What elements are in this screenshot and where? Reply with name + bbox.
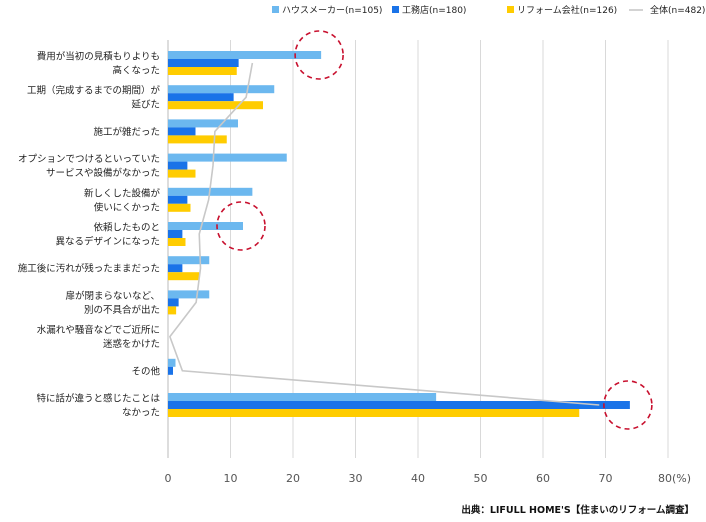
bar-s0-c2: [168, 119, 238, 128]
bar-s1-c6: [168, 264, 183, 273]
tick-label-80: 80(%): [658, 472, 691, 485]
bar-s1-c4: [168, 195, 188, 204]
legend-label-2: リフォーム会社(n=126): [517, 4, 617, 16]
bar-s2-c10: [168, 409, 580, 417]
overall-line-path: [168, 62, 600, 406]
bar-s0-c7: [168, 290, 210, 299]
bar-s2-c3: [168, 169, 196, 178]
bar-s1-c0: [168, 59, 239, 67]
bar-s0-c3: [168, 153, 287, 162]
legend-label-0: ハウスメーカー(n=105): [282, 5, 382, 16]
category-label-0-0: 費用が当初の見積もりよりも: [37, 51, 160, 63]
tick-label-60: 60: [536, 472, 550, 485]
bar-s1-c7: [168, 298, 179, 307]
grid-lines: [167, 40, 669, 458]
bar-s2-c7: [168, 306, 177, 315]
category-label-10-0: 特に話が違うと感じたことは: [36, 393, 160, 405]
bar-s1-c5: [168, 230, 183, 238]
tick-label-70: 70: [599, 472, 613, 485]
legend: ハウスメーカー(n=105) 工務店(n=180) リフォーム会社(n=126) 全体…: [272, 4, 705, 16]
category-label-7-1: 別の不具合が出た: [84, 304, 160, 316]
category-label-0-1: 高くなった: [112, 65, 160, 77]
category-label-3-0: オプションでつけるといっていた: [18, 154, 160, 165]
category-label-5-1: 異なるデザインになった: [55, 236, 160, 248]
highlight-circle-0: [294, 30, 344, 80]
overall-line-series: [168, 62, 600, 406]
bar-s0-c1: [168, 85, 275, 94]
legend-swatch-0: [272, 6, 279, 13]
tick-label-30: 30: [349, 472, 363, 485]
bar-s1-c1: [168, 93, 234, 102]
bar-s2-c0: [168, 67, 237, 75]
tick-label-10: 10: [224, 472, 238, 485]
category-label-8-0: 水漏れや騒音などでご近所に: [37, 324, 160, 336]
category-label-10-1: なかった: [122, 408, 160, 419]
category-label-9-0: その他: [131, 365, 160, 377]
category-label-8-1: 迷惑をかけた: [103, 338, 160, 350]
tick-label-20: 20: [286, 472, 300, 485]
legend-label-3: 全体(n=482): [650, 4, 705, 16]
bar-s0-c9: [168, 358, 176, 367]
bars: [168, 51, 630, 417]
bar-s0-c5: [168, 222, 243, 230]
category-labels: 費用が当初の見積もりよりも高くなった工期（完成するまでの期間）が延びた施工が雑だ…: [18, 51, 161, 419]
tick-label-50: 50: [474, 472, 488, 485]
category-label-4-0: 新しくした設備が: [84, 187, 161, 199]
annotations: [216, 30, 653, 430]
tick-label-40: 40: [411, 472, 425, 485]
bar-s2-c4: [168, 203, 191, 212]
category-label-7-0: 扉が閉まらないなど、: [65, 290, 160, 302]
bar-s2-c6: [168, 272, 200, 281]
bar-s2-c1: [168, 101, 263, 110]
tick-label-0: 0: [165, 472, 172, 485]
bar-s2-c2: [168, 135, 227, 144]
category-label-2-0: 施工が雑だった: [93, 126, 160, 138]
category-label-5-0: 依頼したものと: [93, 222, 160, 234]
category-label-4-1: 使いにくかった: [94, 201, 160, 213]
bar-s2-c5: [168, 238, 186, 246]
bar-s0-c6: [168, 256, 210, 265]
x-axis-ticks: 0 10 20 30 40 50 60 70 80(%): [165, 472, 692, 485]
category-label-1-1: 延びた: [131, 99, 160, 111]
category-label-6-0: 施工後に汚れが残ったままだった: [18, 263, 160, 275]
legend-swatch-2: [507, 6, 514, 13]
category-label-3-1: サービスや設備がなかった: [46, 167, 160, 179]
bar-s0-c10: [168, 393, 437, 401]
legend-swatch-1: [392, 6, 399, 13]
category-label-1-0: 工期（完成するまでの期間）が: [27, 85, 161, 97]
legend-label-1: 工務店(n=180): [402, 4, 466, 16]
highlight-circle-1: [216, 201, 266, 251]
bar-s1-c10: [168, 401, 630, 409]
bar-s1-c9: [168, 366, 173, 375]
highlight-circle-2: [603, 380, 653, 430]
bar-s1-c2: [168, 127, 196, 136]
source-note: 出典：LIFULL HOME'S【住まいのリフォーム調査】: [461, 505, 694, 516]
bar-s0-c0: [168, 51, 322, 59]
bar-s1-c3: [168, 161, 188, 170]
